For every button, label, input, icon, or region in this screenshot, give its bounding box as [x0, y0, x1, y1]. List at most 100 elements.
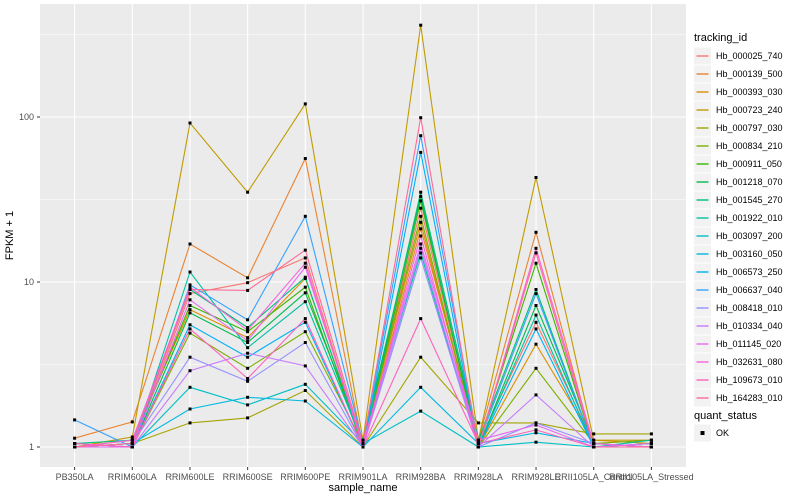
data-point	[188, 242, 192, 246]
legend-label: OK	[716, 428, 729, 438]
data-point	[419, 227, 423, 231]
data-point	[419, 251, 423, 255]
ok-square-marker-icon	[700, 431, 705, 435]
data-point	[188, 270, 192, 274]
data-point	[419, 355, 423, 359]
data-point	[303, 157, 307, 160]
data-point	[361, 442, 365, 445]
legend-label: Hb_000723_240	[716, 105, 783, 115]
data-point	[592, 432, 596, 436]
data-point	[246, 288, 250, 292]
legend-item-Hb_001218_070: Hb_001218_070	[694, 173, 783, 191]
data-point	[534, 440, 538, 444]
data-point	[246, 346, 250, 350]
data-point	[246, 366, 250, 370]
legend-item-Hb_006573_250: Hb_006573_250	[694, 263, 783, 281]
legend-item-Hb_000025_740: Hb_000025_740	[694, 47, 783, 65]
data-point	[303, 256, 307, 260]
legend-item-ok: OK	[694, 424, 729, 442]
data-point	[419, 256, 423, 260]
legend-label: Hb_109673_010	[716, 375, 783, 385]
data-point	[246, 190, 250, 194]
x-tick-label: RRII105LA_Control	[555, 472, 633, 482]
data-points	[73, 23, 653, 449]
x-tick-label: RRII105LA_Stressed	[609, 472, 694, 482]
data-point	[649, 445, 653, 449]
data-point	[534, 423, 538, 427]
data-point	[419, 220, 423, 224]
data-point	[592, 445, 596, 449]
data-point	[246, 281, 250, 285]
legend-item-Hb_001545_270: Hb_001545_270	[694, 191, 783, 209]
data-point	[188, 355, 192, 359]
legend-label: Hb_000797_030	[716, 123, 783, 133]
x-tick-label: RRIM928LA	[454, 472, 503, 482]
legend-label: Hb_003160_050	[716, 249, 783, 259]
data-point	[534, 176, 538, 179]
y-tick-label: 10	[24, 277, 34, 287]
data-point	[303, 214, 307, 218]
data-point	[303, 382, 307, 386]
data-point	[476, 438, 480, 442]
data-point	[419, 23, 423, 27]
legend-label: Hb_000393_030	[716, 87, 783, 97]
data-point	[303, 275, 307, 279]
legend-label: Hb_032631_080	[716, 357, 783, 367]
data-point	[534, 313, 538, 317]
data-point	[188, 421, 192, 425]
data-point	[246, 379, 250, 383]
x-tick-label: RRIM600LE	[165, 472, 214, 482]
data-point	[130, 438, 134, 442]
data-point	[246, 339, 250, 343]
data-point	[188, 323, 192, 327]
legend-item-Hb_003097_200: Hb_003097_200	[694, 227, 783, 245]
data-point	[419, 234, 423, 238]
data-point	[303, 248, 307, 252]
legend-item-Hb_006637_040: Hb_006637_040	[694, 281, 783, 299]
legend-item-Hb_109673_010: Hb_109673_010	[694, 371, 783, 389]
data-point	[188, 369, 192, 373]
data-point	[188, 292, 192, 296]
data-point	[361, 438, 365, 442]
data-point	[303, 330, 307, 334]
data-point	[534, 251, 538, 255]
legend-label: Hb_000911_050	[716, 159, 782, 169]
data-point	[419, 385, 423, 389]
data-point	[303, 291, 307, 295]
data-point	[188, 285, 192, 289]
data-point	[246, 351, 250, 355]
data-point	[419, 242, 423, 246]
data-point	[476, 421, 480, 425]
legend-item-Hb_032631_080: Hb_032631_080	[694, 353, 783, 371]
data-point	[188, 308, 192, 312]
data-point	[303, 317, 307, 321]
data-point	[419, 317, 423, 321]
data-point	[419, 409, 423, 413]
x-tick-label: RRIM928BA	[396, 472, 446, 482]
data-point	[534, 366, 538, 370]
legend-label: Hb_003097_200	[716, 231, 783, 241]
legend-label: Hb_006573_250	[716, 267, 783, 277]
x-tick-label: RRIM901LA	[338, 472, 387, 482]
data-point	[188, 407, 192, 411]
y-axis-title: FPKM + 1	[4, 211, 16, 260]
data-point	[534, 428, 538, 432]
data-point	[73, 418, 77, 422]
legend-label: Hb_001545_270	[716, 195, 783, 205]
data-point	[419, 194, 423, 198]
legend-label: Hb_000834_210	[716, 141, 783, 151]
legend-label: Hb_006637_040	[716, 285, 783, 295]
legend-item-Hb_000139_500: Hb_000139_500	[694, 65, 783, 83]
data-point	[649, 432, 653, 436]
data-point	[73, 436, 77, 440]
data-point	[188, 327, 192, 331]
legend-label: Hb_008418_010	[716, 303, 783, 313]
y-tick-label: 100	[19, 112, 34, 122]
data-point	[534, 327, 538, 331]
data-point	[73, 442, 77, 445]
data-point	[246, 416, 250, 420]
data-point	[246, 326, 250, 329]
data-point	[246, 318, 250, 322]
